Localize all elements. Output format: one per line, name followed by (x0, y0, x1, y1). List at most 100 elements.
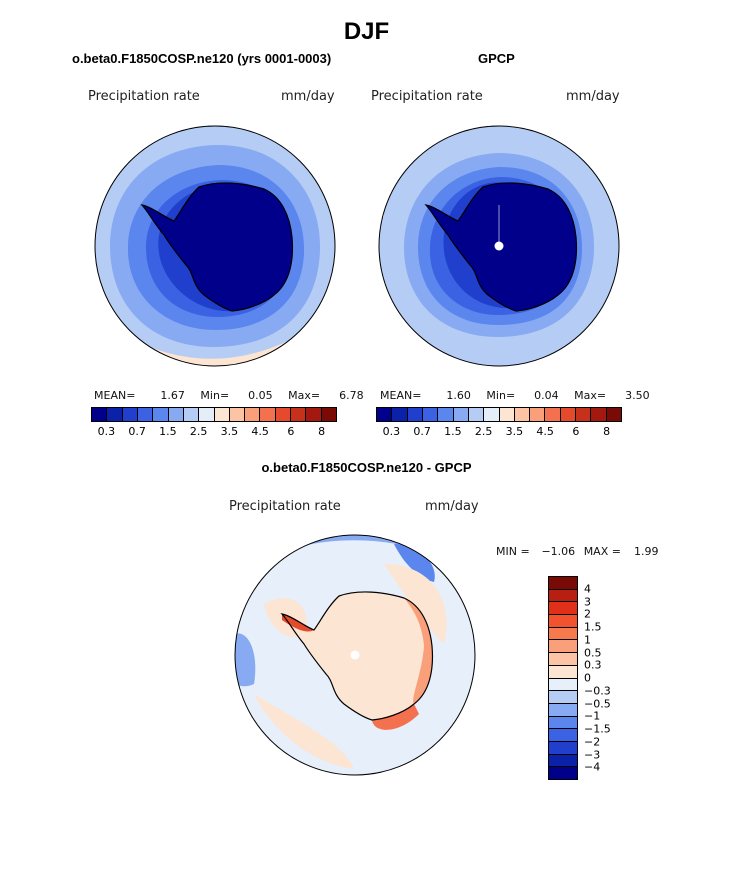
diff-colorbar-cell (549, 589, 577, 603)
diff-stats: MIN = −1.06 MAX = 1.99 (496, 545, 658, 558)
obs-colorbar-cell (407, 408, 423, 421)
model-colorbar-tick-label: 1.5 (159, 425, 177, 438)
diff-peninsula-rim (282, 614, 314, 632)
model-colorbar-tick-label: 6 (287, 425, 295, 438)
diff-colorbar-cell (549, 665, 577, 679)
diff-min-label: MIN = (496, 545, 530, 558)
obs-colorbar-cell (530, 408, 546, 421)
diff-coastal-rim-south (372, 704, 419, 730)
model-colorbar-tick-label: 0.7 (128, 425, 146, 438)
obs-colorbar-tick-label: 1.5 (444, 425, 462, 438)
model-variable-label: Precipitation rate (88, 89, 200, 104)
diff-colorbar-tick-label: 0.3 (584, 658, 602, 672)
obs-colorbar-cell (468, 408, 485, 421)
model-colorbar-cell (153, 408, 169, 421)
obs-max-value: 3.50 (625, 389, 650, 402)
model-colorbar-cell (245, 408, 261, 421)
obs-colorbar-tick-label: 6 (572, 425, 580, 438)
obs-max-label: Max= (574, 389, 607, 402)
obs-colorbar-tick-label: 4.5 (536, 425, 554, 438)
diff-north-dark-blob (394, 544, 435, 582)
model-colorbar-cell (321, 408, 336, 421)
model-colorbar-tick-label: 0.3 (97, 425, 116, 438)
obs-coastline (424, 182, 578, 312)
model-coastline (140, 182, 294, 312)
diff-map-border (234, 534, 476, 776)
diff-colorbar-cell (549, 640, 577, 654)
model-colorbar-cell (214, 408, 230, 421)
diff-colorbar-tick-label: 1 (584, 633, 591, 647)
diff-colorbar-tick-label: 3 (584, 595, 591, 608)
obs-stats: MEAN= 1.60 Min= 0.04 Max= 3.50 (380, 389, 650, 402)
obs-panel-title: GPCP (478, 51, 515, 66)
obs-colorbar-cell (514, 408, 531, 421)
model-colorbar-cell (137, 408, 154, 421)
diff-colorbar (548, 576, 578, 780)
diff-warm-patch-ne (384, 564, 447, 644)
model-mean-value: 1.67 (160, 389, 185, 402)
diff-colorbar-cell (549, 678, 577, 692)
model-colorbar-cell (275, 408, 292, 421)
model-colorbar-cell (107, 408, 123, 421)
obs-colorbar-cell (576, 408, 592, 421)
diff-colorbar-cell (549, 767, 577, 779)
model-colorbar-cell (229, 408, 246, 421)
model-colorbar-tick-label: 8 (318, 425, 326, 438)
obs-min-value: 0.04 (534, 389, 559, 402)
obs-colorbar-cell (591, 408, 607, 421)
diff-west-blue (235, 633, 256, 687)
model-colorbar-cell (168, 408, 184, 421)
model-map-border (94, 125, 336, 367)
obs-south-america-tip (379, 205, 384, 219)
obs-colorbar-tick-label: 8 (603, 425, 611, 438)
diff-colorbar-tick-label: 2 (584, 607, 591, 621)
diff-colorbar-tick-label: −4 (584, 760, 601, 774)
diff-warm-patch-sw (254, 694, 354, 769)
obs-colorbar-cell (392, 408, 408, 421)
diff-colorbar-tick-label: −2 (584, 735, 601, 749)
model-colorbar-ticks: 0.3 0.7 1.5 2.5 3.5 4.5 6 8 (91, 425, 337, 439)
diff-colorbar-cell (549, 741, 577, 755)
diff-colorbar-tick-label: 4 (584, 582, 591, 596)
obs-colorbar-tick-label: 3.5 (505, 425, 524, 438)
diff-colorbar-cell (549, 577, 577, 590)
model-colorbar-cell (183, 408, 200, 421)
obs-polar-map (378, 125, 620, 367)
model-colorbar-tick-label: 2.5 (189, 425, 208, 438)
main-title: DJF (343, 18, 390, 45)
diff-coastline (280, 591, 434, 721)
diff-colorbar-cell (549, 703, 577, 717)
obs-colorbar-cell (377, 408, 393, 421)
obs-colorbar-tick-label: 0.7 (413, 425, 431, 438)
diff-units-label: mm/day (425, 499, 479, 514)
diff-colorbar-tick-label: −0.3 (584, 684, 611, 698)
obs-colorbar-cell (560, 408, 577, 421)
diff-colorbar-tick-label: −1 (584, 709, 601, 723)
diff-max-value: 1.99 (633, 545, 659, 558)
model-polar-map (94, 125, 336, 367)
model-colorbar-cell (122, 408, 138, 421)
obs-mean-label: MEAN= (380, 389, 422, 402)
obs-colorbar-cell (545, 408, 561, 421)
model-units-label: mm/day (281, 89, 335, 104)
model-panel-title: o.beta0.F1850COSP.ne120 (yrs 0001-0003) (72, 51, 332, 66)
diff-colorbar-cell (549, 602, 577, 616)
model-min-value: 0.05 (248, 389, 273, 402)
model-colorbar-cell (291, 408, 307, 421)
diff-min-value: −1.06 (541, 545, 576, 558)
model-min-label: Min= (200, 389, 230, 402)
obs-colorbar-cell (422, 408, 439, 421)
model-colorbar-cell (92, 408, 108, 421)
diff-colorbar-tick-label: 0 (584, 671, 591, 685)
diff-variable-label: Precipitation rate (229, 499, 341, 514)
obs-colorbar-tick-label: 2.5 (474, 425, 493, 438)
obs-map-border (378, 125, 620, 367)
model-colorbar-tick-label: 4.5 (251, 425, 269, 438)
obs-colorbar-cell (499, 408, 515, 421)
diff-panel-title: o.beta0.F1850COSP.ne120 - GPCP (261, 460, 472, 475)
obs-colorbar (376, 407, 622, 422)
obs-variable-label: Precipitation rate (371, 89, 483, 104)
obs-units-label: mm/day (566, 89, 620, 104)
model-colorbar-cell (306, 408, 322, 421)
diff-colorbar-cell (549, 627, 577, 641)
